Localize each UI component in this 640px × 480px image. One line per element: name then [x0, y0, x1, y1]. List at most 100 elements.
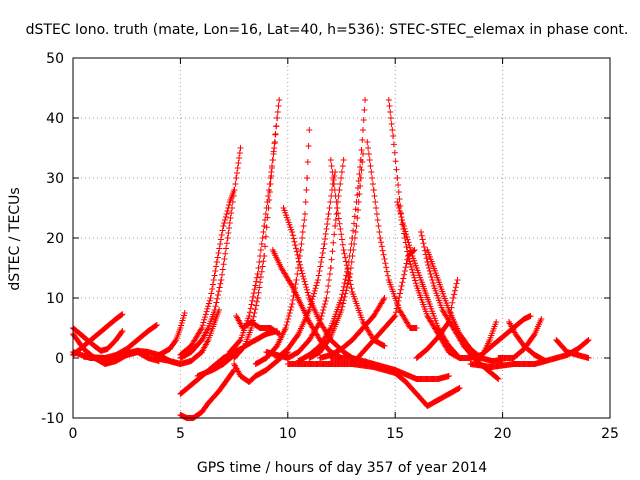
data-point [315, 272, 322, 279]
data-point [211, 307, 218, 313]
data-point [394, 199, 401, 205]
data-point [306, 307, 313, 313]
data-point [493, 319, 500, 325]
data-point [254, 295, 261, 301]
data-point [304, 289, 311, 296]
data-point [396, 205, 402, 211]
data-point [314, 279, 321, 286]
data-point [344, 284, 350, 291]
data-point [321, 241, 328, 247]
data-point [287, 307, 294, 313]
data-point [340, 300, 347, 307]
data-point [393, 305, 400, 312]
data-point [369, 175, 376, 181]
data-point [395, 189, 402, 195]
data-point [226, 202, 232, 208]
data-point [453, 280, 460, 287]
data-point [401, 271, 408, 278]
data-point [381, 256, 388, 262]
data-point [345, 269, 352, 276]
data-point [205, 300, 212, 307]
data-point [353, 223, 360, 229]
data-point [266, 187, 272, 193]
data-point [375, 223, 382, 229]
data-point [291, 238, 298, 245]
data-point [355, 199, 362, 205]
data-point [341, 250, 348, 257]
data-point [322, 231, 329, 237]
data-point [249, 297, 256, 304]
data-point [212, 268, 219, 274]
data-point [268, 169, 275, 175]
data-point [404, 236, 411, 243]
data-point [446, 314, 453, 321]
data-point [393, 309, 399, 316]
data-point [367, 163, 374, 169]
data-point [340, 297, 347, 304]
data-point [234, 170, 240, 176]
data-point [409, 266, 415, 273]
data-point [326, 277, 332, 283]
data-point [371, 193, 378, 199]
y-tick-label: 0 [55, 351, 64, 367]
data-point [387, 109, 394, 115]
data-point [299, 270, 306, 277]
data-point [289, 229, 296, 235]
data-point [338, 307, 345, 313]
data-point [398, 283, 405, 289]
data-point [350, 247, 357, 253]
data-point [331, 231, 338, 238]
data-series [284, 361, 463, 409]
data-point [226, 225, 233, 231]
data-point [338, 231, 345, 238]
data-point [360, 127, 366, 133]
x-tick-label: 5 [176, 426, 185, 442]
data-point [297, 247, 304, 253]
data-point [347, 265, 354, 271]
data-point [293, 245, 299, 252]
data-point [384, 268, 390, 275]
data-point [425, 262, 432, 268]
data-point [343, 262, 350, 269]
data-point [308, 298, 315, 305]
data-point [451, 287, 458, 294]
data-point [395, 298, 402, 304]
data-point [381, 343, 388, 349]
data-point [307, 301, 314, 308]
data-point [292, 281, 299, 287]
data-point [328, 163, 335, 169]
data-point [220, 261, 227, 268]
y-tick-label: 10 [46, 291, 64, 307]
data-point [305, 292, 312, 299]
data-point [330, 239, 337, 246]
data-point [324, 216, 331, 222]
data-point [401, 225, 408, 232]
data-point [405, 239, 412, 246]
data-point [378, 239, 384, 246]
data-point [382, 260, 389, 267]
data-point [253, 278, 260, 285]
data-point [219, 227, 226, 234]
data-point [329, 169, 336, 175]
data-point [224, 208, 231, 214]
data-point [351, 241, 358, 247]
data-point [447, 309, 454, 316]
data-point [317, 319, 323, 325]
data-point [216, 245, 223, 252]
data-point [449, 299, 456, 306]
data-point [318, 313, 325, 319]
data-point [236, 150, 243, 156]
data-point [256, 259, 263, 265]
data-point [222, 217, 228, 223]
data-point [222, 250, 229, 257]
data-point [343, 287, 350, 294]
data-point [246, 309, 253, 316]
data-point [215, 250, 222, 256]
data-point [342, 254, 349, 261]
data-point [338, 169, 345, 175]
data-point [152, 322, 159, 329]
data-point [203, 308, 210, 315]
data-point [259, 235, 266, 241]
data-point [286, 310, 293, 316]
data-point [302, 211, 308, 217]
